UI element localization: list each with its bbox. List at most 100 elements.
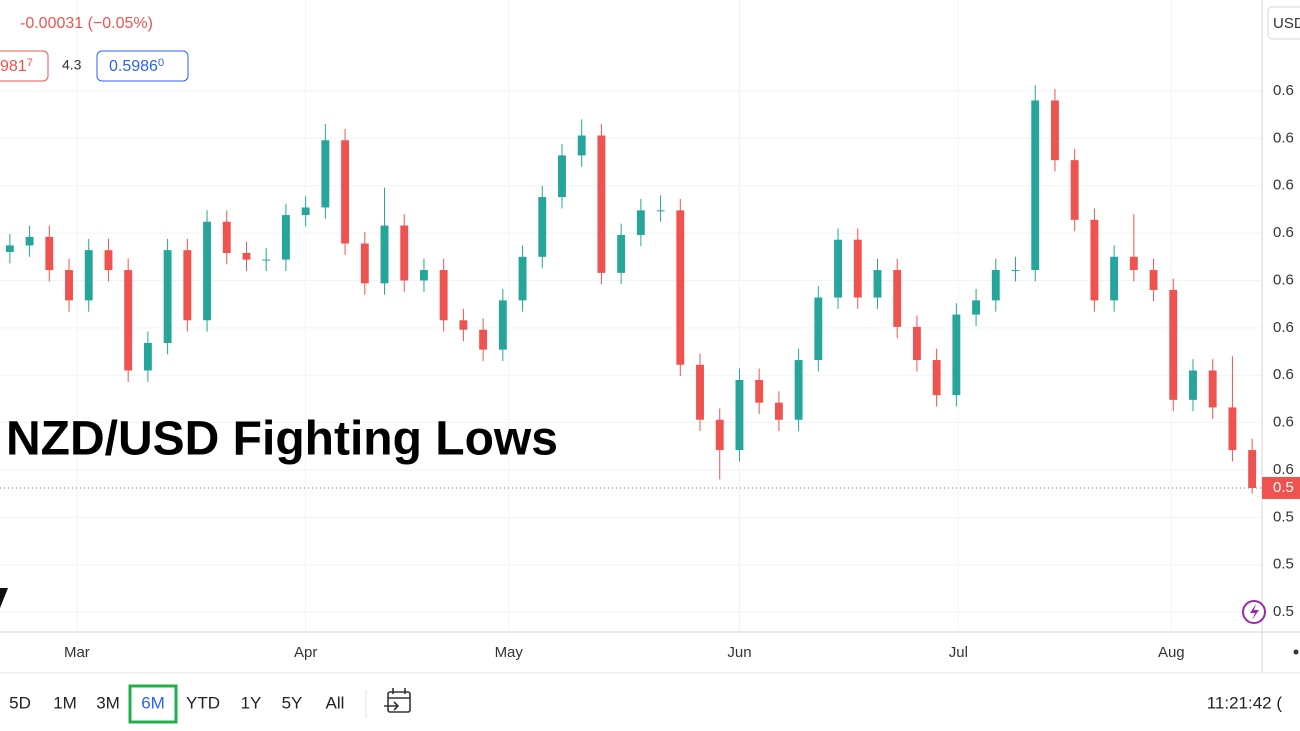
range-button[interactable]: All [326,693,345,712]
chart-headline: NZD/USD Fighting Lows [6,413,558,466]
candle-body [1090,219,1099,301]
candle-body [1149,270,1158,290]
candle-body [558,155,566,198]
candles [0,85,1262,494]
candle-body [1031,100,1040,271]
range-button[interactable]: 5Y [282,693,303,712]
candle-body [203,221,211,321]
range-button[interactable]: 1Y [241,693,262,712]
candle-body [952,314,961,396]
candle-body [1208,370,1217,408]
y-tick-label: 0.6 [1273,224,1294,241]
candle-body [1051,100,1059,161]
y-tick-label: 0.5 [1273,556,1294,573]
candle-body [242,252,251,260]
clock: 11:21:42 ( [1207,693,1283,712]
candle-body [65,270,73,301]
price-change: -0.00031 (−0.05%) [20,15,153,32]
candle-body [834,239,842,298]
candle-body [222,221,231,253]
calendar-frame [387,691,411,713]
y-tick-label: 0.5 [1273,508,1294,525]
candle-body [735,379,744,451]
last-price-tag [1262,476,1300,499]
candle-body [853,239,862,298]
candle-body [1129,256,1138,271]
x-tick-label: Apr [294,644,317,661]
candle-body [1011,270,1020,272]
candle-body [301,207,310,216]
alert-bolt [1250,604,1259,620]
last-price-label: 0.5 [1273,479,1294,496]
logo-fragment [0,588,8,608]
candle-body [696,364,704,420]
candle-body [1248,450,1257,488]
candle-body [439,270,448,321]
candle-body [25,236,34,246]
y-tick-label: 0.6 [1273,414,1294,431]
candle-body [5,245,14,253]
candle-body [1169,289,1178,400]
candle-body [104,250,113,271]
candle-body [932,360,941,396]
range-button[interactable]: YTD [186,693,220,712]
candle-body [577,135,586,156]
candle-body [814,297,823,361]
range-button[interactable]: 1M [53,693,77,712]
candle-body [124,270,133,371]
currency-box[interactable] [1267,6,1300,40]
candle-body [873,270,882,298]
y-tick-label: 0.5 [1273,603,1294,620]
y-tick-label: 0.6 [1273,271,1294,288]
candle-body [893,270,902,327]
candle-body [183,250,192,321]
buy-box[interactable] [96,50,189,82]
candle-body [163,250,172,344]
candle-body [262,259,271,261]
y-tick-label: 0.6 [1273,82,1294,99]
candle-body [281,215,290,260]
candle-body [479,329,488,350]
candle-body [972,300,981,315]
y-tick-label: 0.6 [1273,366,1294,383]
x-tick-label: Mar [64,644,90,661]
candle-body [459,320,468,330]
range-button[interactable]: 6M [141,693,165,712]
candle-body [341,140,350,244]
y-tick-label: 0.6 [1273,129,1294,146]
x-tick-label: Aug [1158,644,1185,661]
candle-body [597,135,606,273]
y-tick-label: 0.6 [1273,319,1294,336]
candle-body [498,300,507,350]
spread: 4.3 [62,57,82,73]
x-tick-label: Jun [727,644,751,661]
range-button[interactable]: 3M [96,693,120,712]
candle-body [360,243,369,284]
sell-box[interactable] [0,50,49,82]
sell-price: 9817 [0,57,33,75]
axis-dot [1293,649,1299,655]
candle-body [518,256,527,301]
range-button[interactable]: 5D [9,693,31,712]
candle-body [538,197,547,257]
candle-body [143,343,152,371]
candle-body [774,402,783,420]
x-tick-label: May [495,644,524,661]
candle-body [617,234,626,273]
candle-body [794,360,803,420]
calendar-icon[interactable] [384,688,411,713]
candle-body [400,225,409,281]
x-tick-label: Jul [949,644,968,661]
y-tick-label: 0.6 [1273,461,1294,478]
candle-body [991,270,1000,301]
candle-body [676,210,685,365]
candle-body [715,419,724,451]
candle-body [1189,370,1197,400]
candle-body [420,270,428,281]
candle-body [912,326,921,361]
candle-body [1228,407,1237,451]
candle-body [1110,256,1119,301]
candle-body [84,250,93,301]
